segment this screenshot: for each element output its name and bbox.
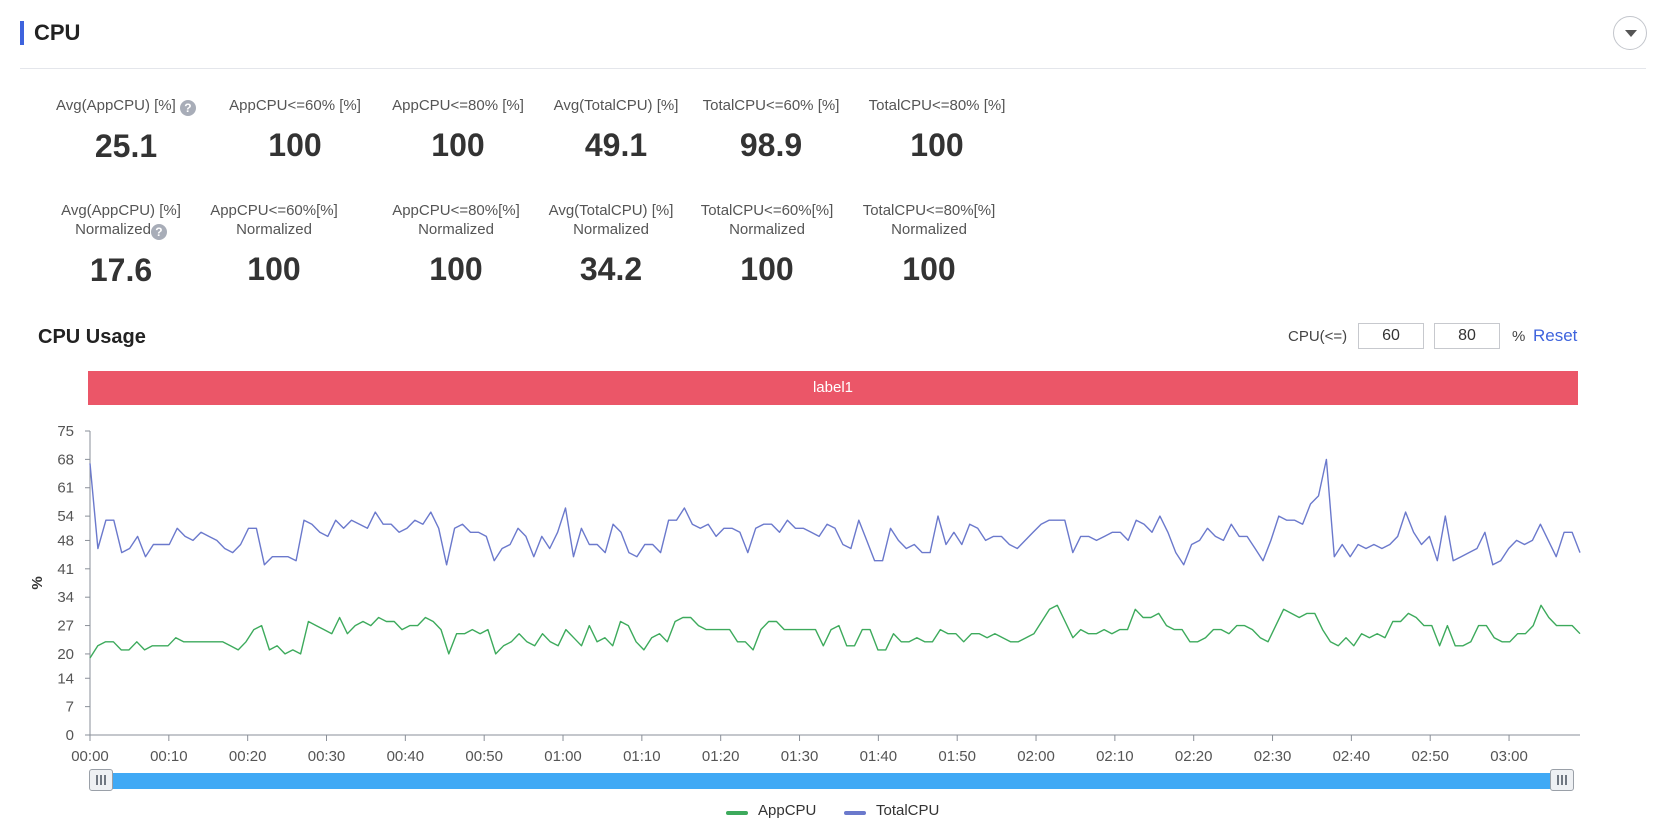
y-tick-label: 27: [57, 618, 74, 635]
zoom-slider-track[interactable]: [100, 773, 1562, 789]
metric-label: TotalCPU<=80% [%]: [868, 97, 1006, 114]
cpu-section-header: CPU: [20, 16, 1647, 69]
metric-sublabel: Normalized: [573, 221, 649, 238]
zoom-slider-right-handle[interactable]: [1550, 769, 1574, 791]
x-tick-label: 00:30: [308, 748, 346, 765]
appcpu-series-line: [89, 604, 1581, 659]
metric-label: TotalCPU<=60% [%]: [702, 97, 840, 114]
x-tick-label: 00:00: [71, 748, 109, 765]
metric-appcpu-60-normalized: AppCPU<=60%[%] Normalized 100: [200, 201, 348, 288]
metric-value: 100: [910, 127, 964, 163]
x-tick-label: 00:10: [150, 748, 188, 765]
metric-value: 17.6: [89, 252, 153, 288]
y-tick-label: 54: [57, 508, 74, 525]
x-tick-label: 02:00: [1017, 748, 1055, 765]
y-tick-label: 41: [57, 561, 74, 578]
metric-label: AppCPU<=60% [%]: [229, 97, 361, 114]
cpu-threshold-2-input[interactable]: [1434, 323, 1500, 349]
metric-value: 98.9: [739, 127, 803, 163]
y-tick-label: 20: [57, 646, 74, 663]
metric-label: AppCPU<=60%[%]: [210, 202, 338, 219]
metric-appcpu-80: AppCPU<=80% [%] 100: [383, 96, 533, 164]
metric-label: AppCPU<=80%[%]: [392, 202, 520, 219]
metric-value: 100: [429, 251, 483, 287]
x-tick-label: 02:20: [1175, 748, 1213, 765]
y-tick-label: 34: [57, 589, 74, 606]
metric-value: 49.1: [584, 127, 648, 163]
metric-value: 25.1: [94, 128, 158, 164]
x-tick-label: 00:50: [465, 748, 503, 765]
reset-button[interactable]: Reset: [1533, 326, 1578, 345]
metric-value: 100: [268, 127, 322, 163]
help-icon[interactable]: ?: [150, 224, 167, 240]
x-tick-label: 01:50: [938, 748, 976, 765]
chevron-down-icon: [1625, 30, 1637, 37]
metric-avg-appcpu-normalized: Avg(AppCPU) [%] Normalized? 17.6: [50, 201, 192, 289]
y-axis-label: %: [29, 576, 46, 589]
metric-sublabel: Normalized: [729, 221, 805, 238]
x-tick-label: 02:30: [1254, 748, 1292, 765]
metric-sublabel: Normalized: [75, 221, 151, 238]
legend-label: TotalCPU: [876, 802, 940, 819]
metric-label: Avg(TotalCPU) [%]: [548, 202, 674, 219]
y-tick-label: 14: [57, 670, 74, 687]
metric-value: 100: [431, 127, 485, 163]
x-tick-label: 02:40: [1333, 748, 1371, 765]
help-icon[interactable]: ?: [179, 100, 196, 116]
x-tick-label: 02:50: [1411, 748, 1449, 765]
y-tick-label: 48: [57, 532, 74, 549]
y-tick-label: 61: [57, 480, 74, 497]
metric-label: TotalCPU<=80%[%]: [862, 202, 996, 219]
metric-label: Avg(AppCPU) [%]: [61, 202, 181, 219]
x-tick-label: 01:30: [781, 748, 819, 765]
cpu-threshold-1-input[interactable]: [1358, 323, 1424, 349]
metric-sublabel: Normalized: [891, 221, 967, 238]
metric-totalcpu-60-normalized: TotalCPU<=60%[%] Normalized 100: [689, 201, 845, 288]
y-tick-label: 75: [57, 423, 74, 440]
zoom-slider-left-handle[interactable]: [89, 769, 113, 791]
metric-value: 100: [247, 251, 301, 287]
totalcpu-series-line: [89, 458, 1581, 566]
label-band[interactable]: label1: [88, 371, 1578, 405]
legend-label: AppCPU: [758, 802, 817, 819]
x-tick-label: 01:40: [860, 748, 898, 765]
page-title: CPU: [34, 20, 81, 45]
metric-totalcpu-80: TotalCPU<=80% [%] 100: [861, 96, 1013, 164]
metric-value: 100: [740, 251, 794, 287]
metric-sublabel: Normalized: [418, 221, 494, 238]
y-tick-label: 68: [57, 451, 74, 468]
metric-totalcpu-60: TotalCPU<=60% [%] 98.9: [695, 96, 847, 164]
cpu-usage-chart: 0 7 14 20 27 34 41 48 54 61 68 75% 00:00 00:10 00:20 00…: [29, 423, 1581, 765]
metric-value: 100: [902, 251, 956, 287]
cpu-threshold-label: CPU(<=): [1288, 328, 1348, 345]
totalcpu-swatch: [844, 811, 866, 815]
x-tick-label: 03:00: [1490, 748, 1528, 765]
appcpu-swatch: [726, 811, 748, 815]
metric-label: TotalCPU<=60%[%]: [700, 202, 834, 219]
percent-unit: %: [1512, 328, 1526, 345]
metric-appcpu-60: AppCPU<=60% [%] 100: [220, 96, 370, 164]
metric-avg-totalcpu-normalized: Avg(TotalCPU) [%] Normalized 34.2: [536, 201, 686, 288]
metric-label: Avg(TotalCPU) [%]: [553, 97, 679, 114]
x-tick-label: 01:20: [702, 748, 740, 765]
y-tick-label: 0: [66, 727, 74, 744]
metric-totalcpu-80-normalized: TotalCPU<=80%[%] Normalized 100: [851, 201, 1007, 288]
section-accent-bar: [20, 21, 24, 45]
x-tick-label: 01:10: [623, 748, 661, 765]
metric-label: AppCPU<=80% [%]: [392, 97, 524, 114]
metric-label: Avg(AppCPU) [%]: [56, 97, 176, 114]
cpu-usage-title: CPU Usage: [38, 326, 146, 348]
x-tick-label: 00:20: [229, 748, 267, 765]
chart-legend: AppCPU TotalCPU: [0, 802, 1660, 822]
metric-value: 34.2: [579, 251, 643, 287]
x-tick-label: 00:40: [387, 748, 425, 765]
metric-sublabel: Normalized: [236, 221, 312, 238]
x-tick-label: 01:00: [544, 748, 582, 765]
y-tick-label: 7: [66, 699, 74, 716]
x-tick-label: 02:10: [1096, 748, 1134, 765]
metric-appcpu-80-normalized: AppCPU<=80%[%] Normalized 100: [382, 201, 530, 288]
collapse-button[interactable]: [1613, 16, 1647, 50]
metric-avg-totalcpu: Avg(TotalCPU) [%] 49.1: [542, 96, 690, 164]
metric-avg-appcpu: Avg(AppCPU) [%] ? 25.1: [56, 96, 196, 165]
